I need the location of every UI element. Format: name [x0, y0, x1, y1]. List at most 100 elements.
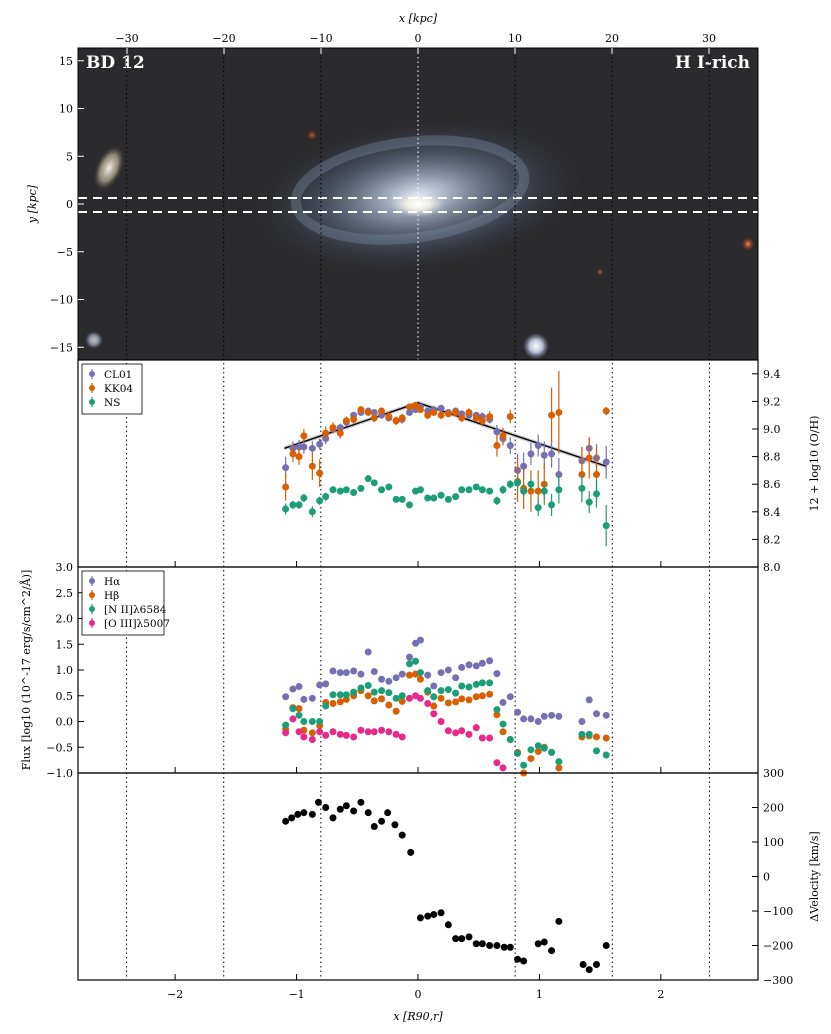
image-y-axis-label: y [kpc]	[26, 184, 39, 224]
data-point	[472, 693, 480, 701]
data-point	[282, 483, 290, 491]
data-point	[437, 411, 445, 419]
data-point	[378, 675, 386, 683]
panel-1: 8.0 8.2 8.4 8.6 8.8 9.0 9.2 9.4 12 + log10 (O/H)…	[77, 359, 821, 574]
data-point	[506, 693, 514, 701]
data-point	[300, 718, 308, 725]
legend: CL01 KK04 NS	[81, 363, 143, 415]
data-point	[444, 666, 452, 674]
data-point	[407, 848, 415, 856]
data-point	[316, 718, 324, 725]
data-point	[506, 480, 514, 488]
data-point	[282, 729, 290, 737]
data-panels: 8.0 8.2 8.4 8.6 8.8 9.0 9.2 9.4 12 + log10 (O/H)…	[19, 359, 821, 1023]
data-point	[472, 414, 480, 422]
data-point	[300, 809, 308, 817]
data-point	[289, 705, 297, 713]
data-point	[392, 694, 400, 702]
data-point	[378, 695, 386, 703]
data-point	[322, 429, 330, 437]
y-tick-label: 8.0	[763, 561, 781, 574]
data-point	[452, 689, 460, 697]
galaxy-core	[390, 191, 446, 217]
legend-label: CL01	[104, 369, 132, 381]
series-Halpha	[282, 636, 610, 725]
data-point	[364, 692, 372, 700]
y-axis-label: 12 + log10 (O/H)	[808, 416, 821, 512]
data-point	[593, 747, 600, 755]
data-point	[458, 727, 466, 735]
data-point	[378, 486, 386, 494]
data-point	[493, 759, 501, 767]
data-point	[452, 493, 460, 501]
data-point	[424, 494, 432, 502]
data-point	[294, 810, 302, 818]
data-point	[520, 715, 528, 723]
data-point	[548, 501, 556, 509]
data-point	[444, 699, 452, 707]
data-point	[308, 444, 316, 452]
data-point	[458, 414, 466, 422]
y-tick-label: 3.0	[56, 561, 74, 574]
data-point	[412, 402, 420, 410]
data-point	[300, 443, 308, 451]
data-point	[357, 726, 365, 734]
data-point	[416, 486, 424, 494]
data-point	[316, 681, 324, 689]
data-point	[478, 679, 486, 687]
data-point	[444, 921, 452, 929]
data-point	[329, 667, 337, 675]
legend-label: KK04	[104, 383, 133, 395]
data-point	[458, 486, 466, 494]
data-point	[398, 670, 406, 678]
data-point	[593, 471, 600, 479]
y-tick-label: −300	[763, 974, 793, 987]
legend-label: Hα	[104, 576, 120, 588]
data-point	[585, 966, 593, 974]
shared-x-axis: −2 −1 0 1 2 x [R90,r]	[167, 988, 664, 1023]
data-point	[465, 933, 473, 941]
data-point	[300, 695, 308, 703]
series-velocity	[282, 798, 610, 974]
data-point	[430, 408, 438, 416]
data-point	[444, 410, 452, 418]
data-point	[465, 683, 473, 691]
data-point	[527, 755, 535, 763]
data-point	[308, 810, 316, 818]
data-point	[458, 663, 466, 671]
data-point	[289, 501, 297, 509]
data-point	[308, 508, 316, 516]
data-point	[527, 715, 535, 723]
data-point	[452, 408, 460, 416]
series-NII	[282, 657, 610, 769]
data-point	[430, 702, 438, 710]
data-point	[478, 659, 486, 667]
data-point	[506, 943, 514, 951]
data-point	[289, 450, 297, 458]
data-point	[493, 942, 501, 949]
data-point	[514, 955, 522, 963]
y-tick-label: 9.2	[763, 395, 781, 408]
data-point	[486, 487, 494, 495]
data-point	[370, 414, 378, 422]
data-point	[602, 458, 610, 466]
y-tick-label: −200	[763, 940, 793, 953]
data-point	[308, 729, 316, 737]
data-point	[364, 728, 372, 736]
data-point	[424, 671, 432, 679]
data-point	[295, 711, 303, 719]
data-point	[295, 705, 303, 713]
data-point	[444, 495, 452, 503]
data-point	[430, 693, 438, 701]
data-point	[514, 749, 522, 757]
image-x-tick-label: 30	[702, 32, 716, 45]
data-point	[289, 685, 297, 693]
data-point	[322, 731, 330, 739]
data-point	[555, 764, 563, 772]
data-point	[493, 428, 501, 436]
data-point	[398, 692, 406, 700]
data-point	[486, 679, 494, 687]
data-point	[499, 764, 507, 772]
data-point	[370, 688, 378, 696]
